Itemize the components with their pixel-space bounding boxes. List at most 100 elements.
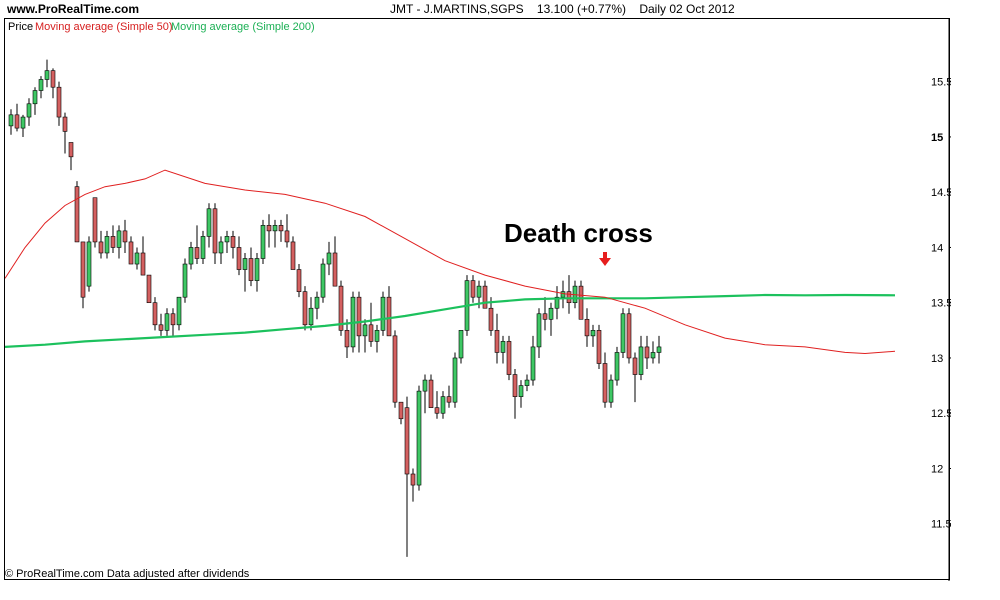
candle-down	[428, 379, 434, 409]
candle-down	[398, 401, 404, 420]
price-change: 13.100 (+0.77%)	[536, 2, 626, 16]
candle-up	[320, 263, 326, 298]
candle-down	[146, 274, 152, 304]
candle-up	[620, 313, 626, 353]
candle-down	[68, 142, 74, 158]
candle-down	[290, 241, 296, 270]
candle-down	[152, 302, 158, 326]
candle-down	[542, 313, 548, 320]
x-axis: 121824May0711172329Jun08142026Jul0612182…	[109, 580, 903, 581]
candle-down	[170, 313, 176, 326]
candle-up	[326, 252, 332, 265]
candle-up	[374, 330, 380, 342]
candle-down	[338, 285, 344, 331]
candle-down	[296, 269, 302, 292]
candle-down	[110, 236, 116, 248]
candle-up	[590, 330, 596, 337]
x-tick-label: Aug	[570, 580, 593, 581]
x-tick-label: Sep	[739, 580, 761, 581]
candle-up	[224, 236, 230, 243]
candle-down	[248, 258, 254, 281]
candle-up	[308, 307, 314, 326]
candle-down	[368, 324, 374, 342]
candle-up	[416, 390, 422, 486]
candle-down	[566, 291, 572, 304]
candle-down	[578, 285, 584, 320]
candle-up	[254, 258, 260, 281]
price-chart[interactable]: Price Moving average (Simple 50) Moving …	[5, 19, 951, 581]
candle-down	[494, 330, 500, 353]
candle-up	[314, 296, 320, 309]
candle-down	[302, 291, 308, 326]
candle-up	[272, 225, 278, 232]
candle-up	[536, 313, 542, 348]
candle-down	[410, 473, 416, 486]
candlestick-series	[8, 59, 662, 557]
candle-down	[392, 335, 398, 403]
candle-up	[560, 291, 566, 298]
candle-down	[50, 70, 56, 88]
candle-down	[626, 313, 632, 359]
candle-up	[26, 103, 32, 118]
candle-down	[140, 252, 146, 276]
candle-down	[482, 285, 488, 309]
candle-up	[554, 296, 560, 309]
candle-down	[158, 324, 164, 331]
period-label: Daily 02 Oct 2012	[639, 2, 735, 16]
candle-up	[218, 241, 224, 254]
legend-price: Price	[8, 21, 33, 33]
candle-up	[32, 90, 38, 105]
y-tick-label: 14.5	[931, 187, 951, 199]
candle-up	[38, 79, 44, 91]
candle-up	[476, 285, 482, 298]
candle-down	[344, 330, 350, 348]
candle-up	[182, 263, 188, 298]
candle-up	[422, 379, 428, 392]
y-tick-label: 12.5	[931, 408, 951, 420]
candle-up	[8, 114, 14, 127]
candle-down	[470, 280, 476, 298]
footer-note: © ProRealTime.com Data adjusted after di…	[5, 568, 250, 580]
x-tick-label: Jul	[421, 580, 438, 581]
candle-down	[506, 341, 512, 375]
x-tick-label: May	[109, 580, 133, 581]
candle-down	[446, 396, 452, 403]
death-cross-annotation: Death cross	[504, 218, 653, 266]
candle-up	[524, 379, 530, 386]
arrow-shaft	[603, 252, 607, 258]
candle-down	[512, 374, 518, 397]
candle-down	[644, 346, 650, 359]
candle-up	[608, 379, 614, 403]
candle-up	[638, 346, 644, 375]
candle-down	[62, 116, 68, 132]
moving-average-lines	[5, 169, 896, 355]
candle-up	[242, 258, 248, 270]
candle-up	[440, 396, 446, 414]
death-cross-label: Death cross	[504, 218, 653, 248]
chart-panel[interactable]: Price Moving average (Simple 50) Moving …	[4, 18, 951, 581]
candle-down	[212, 208, 218, 254]
candle-down	[488, 307, 494, 331]
candle-up	[362, 324, 368, 337]
symbol-name: JMT - J.MARTINS,SGPS	[390, 2, 524, 16]
candle-up	[44, 70, 50, 80]
candle-down	[236, 247, 242, 270]
candle-down	[128, 241, 134, 265]
candle-down	[596, 330, 602, 364]
candle-down	[80, 241, 86, 298]
candle-down	[56, 86, 62, 118]
candle-up	[548, 307, 554, 320]
legend-ma50: Moving average (Simple 50)	[35, 21, 173, 33]
candle-down	[278, 225, 284, 232]
site-label[interactable]: www.ProRealTime.com	[7, 2, 140, 16]
down-arrow-icon	[599, 258, 611, 266]
y-tick-label: 14	[931, 242, 943, 254]
candle-up	[656, 346, 662, 353]
candle-down	[14, 114, 20, 129]
candle-up	[134, 252, 140, 265]
y-tick-label: 11.5	[931, 519, 951, 531]
candle-down	[434, 407, 440, 414]
candle-down	[122, 230, 128, 243]
candle-up	[104, 236, 110, 254]
candle-up	[188, 247, 194, 265]
